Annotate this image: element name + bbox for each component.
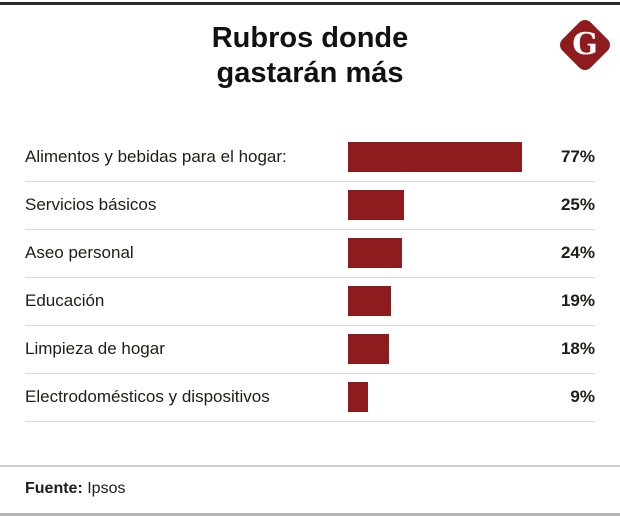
source-line: Fuente: Ipsos <box>0 467 620 513</box>
category-label: Educación <box>25 291 105 311</box>
chart-row: Aseo personal 24% <box>25 230 595 278</box>
bar-track <box>348 142 533 173</box>
logo-letter: G <box>572 26 598 62</box>
value-label: 18% <box>560 339 595 359</box>
chart-row: Alimentos y bebidas para el hogar: 77% <box>25 134 595 182</box>
bar <box>348 334 389 365</box>
source-value: Ipsos <box>87 480 126 497</box>
bar <box>348 382 368 413</box>
title-line-2: gastarán más <box>216 57 404 90</box>
bar <box>348 238 402 269</box>
category-label: Aseo personal <box>25 243 134 263</box>
bar-track <box>348 286 533 317</box>
bar-track <box>348 238 533 269</box>
category-label: Limpieza de hogar <box>25 339 165 359</box>
title-line-1: Rubros donde <box>211 22 409 54</box>
chart-row: Servicios básicos 25% <box>25 182 595 230</box>
footer: Fuente: Ipsos <box>0 465 620 516</box>
category-label: Electrodomésticos y dispositivos <box>25 387 270 407</box>
value-label: 9% <box>570 387 595 407</box>
bar-track <box>348 190 533 221</box>
bar <box>348 286 391 317</box>
top-divider <box>0 2 620 5</box>
value-label: 25% <box>560 195 595 215</box>
chart-row: Electrodomésticos y dispositivos 9% <box>25 374 595 422</box>
chart-row: Limpieza de hogar 18% <box>25 326 595 374</box>
bar-chart: Alimentos y bebidas para el hogar: 77% Ser… <box>25 134 595 422</box>
source-label: Fuente: <box>25 480 83 497</box>
page-title: Rubros donde gastarán más <box>0 21 620 92</box>
value-label: 77% <box>560 147 595 167</box>
value-label: 24% <box>560 243 595 263</box>
category-label: Alimentos y bebidas para el hogar: <box>25 147 287 167</box>
chart-row: Educación 19% <box>25 278 595 326</box>
category-label: Servicios básicos <box>25 195 157 215</box>
bar-track <box>348 334 533 365</box>
value-label: 19% <box>560 291 595 311</box>
header: Rubros donde gastarán más G <box>0 5 620 92</box>
bar <box>348 190 404 221</box>
gestion-logo: G <box>556 16 614 74</box>
bar <box>348 142 522 173</box>
bar-track <box>348 382 533 413</box>
